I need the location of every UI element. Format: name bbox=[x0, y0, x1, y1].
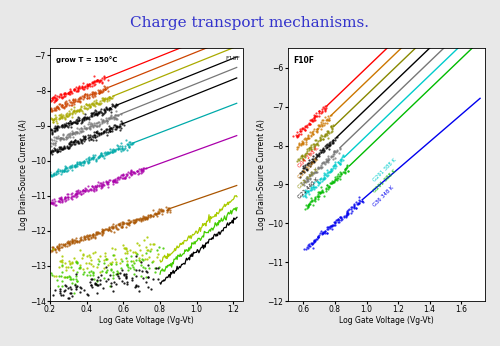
Text: F10F: F10F bbox=[294, 56, 314, 65]
X-axis label: Log Gate Voltage (Vg-Vt): Log Gate Voltage (Vg-Vt) bbox=[339, 316, 434, 325]
Text: G23 304 K: G23 304 K bbox=[298, 156, 320, 179]
Text: G36 348 K: G36 348 K bbox=[372, 185, 396, 208]
Y-axis label: Log Drain-Source Current (A): Log Drain-Source Current (A) bbox=[257, 119, 266, 230]
Text: G21 440 K: G21 440 K bbox=[298, 177, 320, 200]
Y-axis label: Log Drain-Source Current (A): Log Drain-Source Current (A) bbox=[20, 119, 28, 230]
Text: Charge transport mechanisms.: Charge transport mechanisms. bbox=[130, 16, 370, 29]
Text: G291 388 K: G291 388 K bbox=[372, 157, 398, 182]
Text: grow T = 150°C: grow T = 150°C bbox=[56, 56, 117, 63]
X-axis label: Log Gate Voltage (Vg-Vt): Log Gate Voltage (Vg-Vt) bbox=[99, 316, 194, 325]
Text: G04 298 K: G04 298 K bbox=[298, 146, 320, 169]
Text: G291 388 K: G291 388 K bbox=[372, 169, 398, 194]
Text: G23 440 K: G23 440 K bbox=[298, 167, 320, 190]
Text: F10F: F10F bbox=[226, 56, 240, 61]
